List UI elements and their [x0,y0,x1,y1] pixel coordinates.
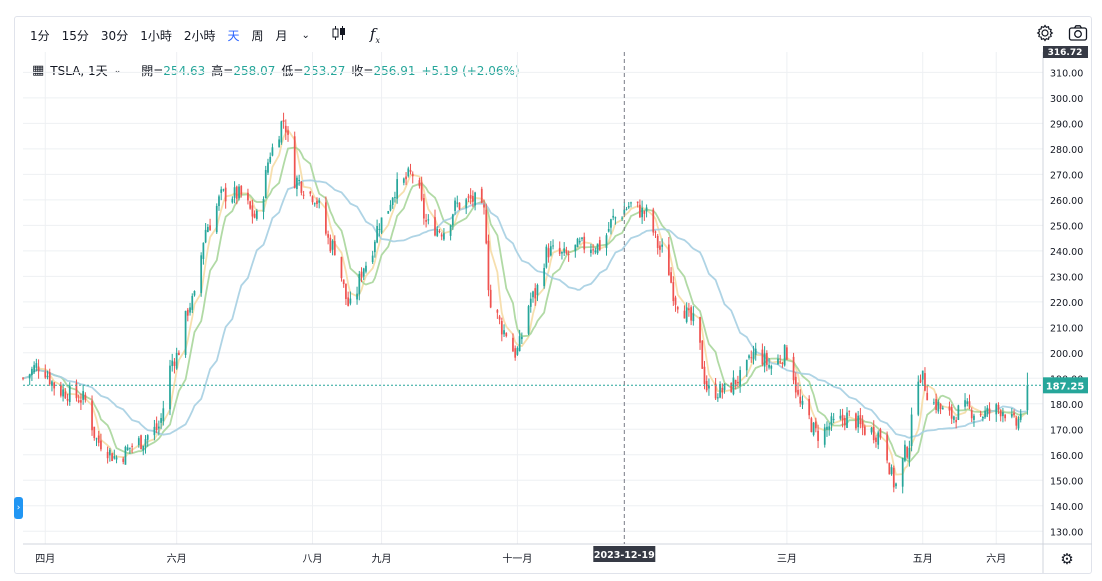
legend-low: 253.27 [303,64,346,78]
grid-icon[interactable]: ▦ [32,63,45,78]
timeframe-1M[interactable]: 月 [275,28,288,43]
expand-handle[interactable]: › [14,497,23,519]
legend-high: 258.07 [233,64,276,78]
legend-close: 256.91 [373,64,416,78]
legend-open: 254.63 [163,64,206,78]
timeframe-1w[interactable]: 周 [251,28,264,43]
legend-high-label: 高= [211,64,234,78]
candlestick-icon[interactable] [332,25,346,45]
legend-open-label: 開= [141,64,164,78]
legend-change: +5.19 (+2.06%) [421,63,520,78]
toolbar: 1分 15分 30分 1小時 2小時 天 周 月 ⌄ fx [14,20,388,50]
timeframe-15m[interactable]: 15分 [61,28,89,43]
timeframe-1m[interactable]: 1分 [30,28,50,43]
legend-symbol[interactable]: TSLA, 1天 [50,64,108,78]
legend-low-label: 低= [281,64,304,78]
camera-icon[interactable] [1068,24,1088,47]
timeframe-30m[interactable]: 30分 [100,28,129,43]
gear-icon[interactable] [1036,24,1054,47]
legend: ▦ TSLA, 1天 ⌄ 開=254.63 高=258.07 低=253.27 … [32,62,520,79]
function-icon[interactable]: fx [369,25,380,45]
timeframe-1h[interactable]: 1小時 [140,28,172,43]
chart-widget-frame [14,16,1092,574]
timeframe-2h[interactable]: 2小時 [183,28,216,43]
chevron-down-icon[interactable]: ⌄ [113,65,122,76]
legend-close-label: 收= [351,64,374,78]
timeframe-1d[interactable]: 天 [227,28,240,43]
chevron-down-icon[interactable]: ⌄ [301,29,310,41]
toolbar-right [1036,24,1088,47]
